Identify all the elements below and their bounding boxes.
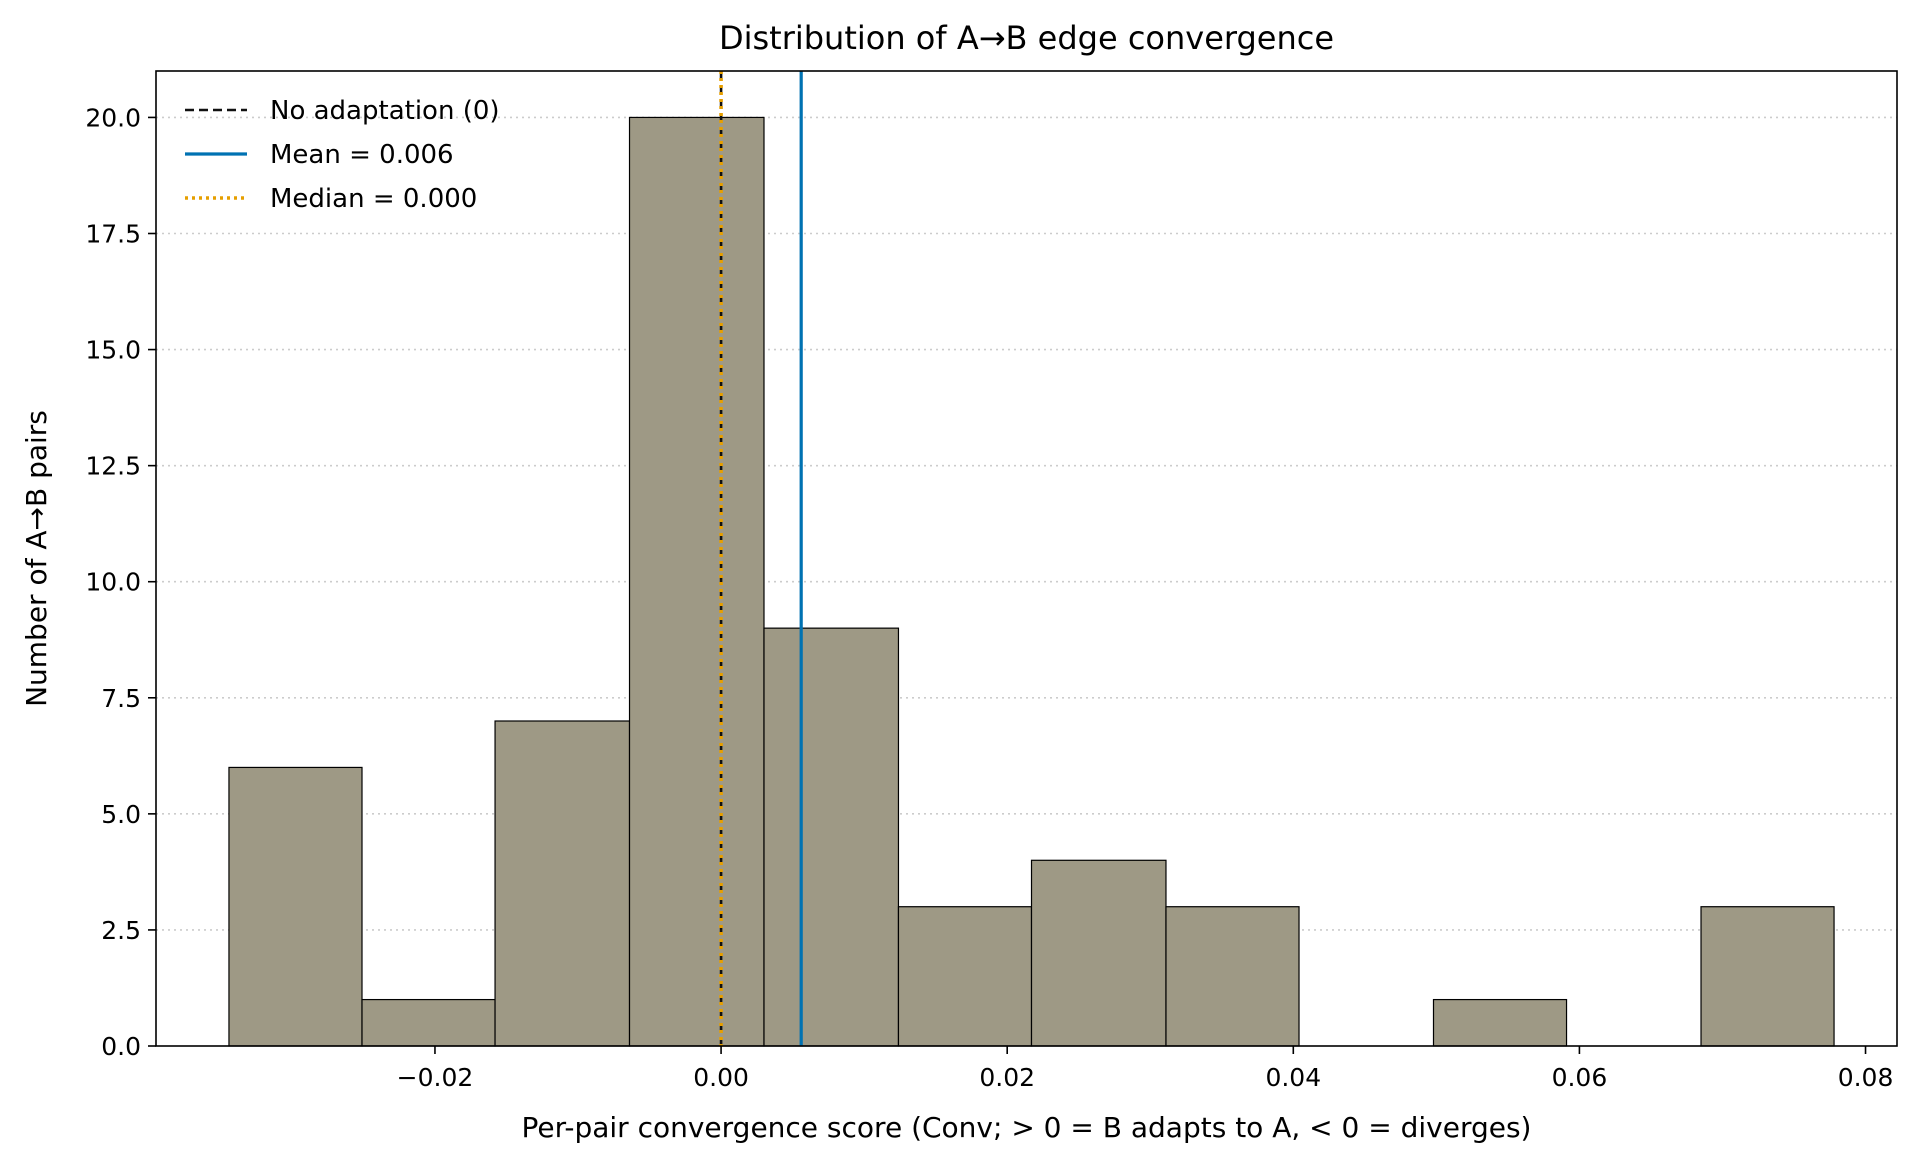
y-tick-label-6: 15.0 [85,336,141,365]
histogram-bar-2 [494,720,631,1047]
histogram-bar-11 [1700,906,1835,1047]
x-tick-label-5: 0.08 [1838,1063,1894,1092]
histogram-bar-1 [361,998,496,1047]
y-tick-label-7: 17.5 [85,220,141,249]
y-tick-label-4: 10.0 [85,568,141,597]
y-axis-title: Number of A→B pairs [20,410,53,707]
legend-label-1: Mean = 0.006 [270,140,454,170]
y-tick-label-3: 7.5 [101,684,141,713]
y-tick-label-8: 20.0 [85,103,141,132]
x-tick-label-3: 0.04 [1265,1063,1321,1092]
y-tick-label-5: 12.5 [85,452,141,481]
x-tick-label-0: −0.02 [397,1063,474,1092]
x-tick-label-4: 0.06 [1552,1063,1608,1092]
histogram-bar-7 [1165,906,1300,1047]
grid-lines [156,116,1897,931]
histogram-bar-9 [1432,998,1568,1047]
histogram-bar-3 [628,116,765,1047]
histogram-bar-4 [763,627,900,1047]
x-tick-label-2: 0.02 [979,1063,1035,1092]
y-tick-label-2: 5.0 [101,800,141,829]
y-tick-label-1: 2.5 [101,916,141,945]
legend-label-0: No adaptation (0) [270,96,500,126]
legend-label-2: Median = 0.000 [270,184,477,214]
plot-frame [155,70,1898,1047]
histogram-bars [228,116,1835,1047]
histogram-bar-6 [1030,859,1167,1047]
histogram-bar-5 [897,906,1033,1047]
reference-lines [719,71,803,1046]
x-axis-title: Per-pair convergence score (Conv; > 0 = … [522,1111,1532,1144]
legend: No adaptation (0) Mean = 0.006 Median = 0.… [185,96,500,214]
histogram-bar-0 [228,766,363,1047]
chart-title: Distribution of A→B edge convergence [719,19,1334,57]
axis-ticks: −0.02 0.00 0.02 0.04 0.06 0.08 0.0 2.5 5.0 7.5 10.… [85,103,1893,1092]
x-tick-label-1: 0.00 [693,1063,749,1092]
y-tick-label-0: 0.0 [101,1032,141,1061]
